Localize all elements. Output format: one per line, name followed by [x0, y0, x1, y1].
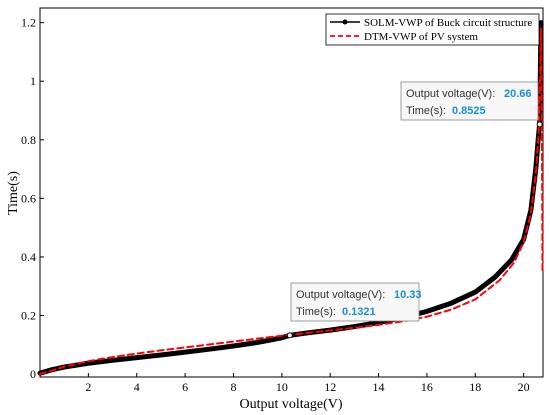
series-line-dtm [39, 27, 544, 376]
legend-box [325, 13, 540, 46]
datatip-marker [286, 332, 293, 339]
y-tick-label: 0.8 [21, 133, 36, 147]
y-axis-ticks: 0 0.2 0.4 0.6 0.8 1 1.2 [21, 16, 44, 381]
datatip-y-label: Time(s): [296, 306, 336, 318]
y-tick-label: 1 [30, 74, 36, 88]
datatip-x-value: 20.66 [504, 88, 532, 100]
series-layer [37, 20, 544, 376]
x-tick-label: 16 [421, 380, 433, 394]
datatip-x-label: Output voltage(V): [296, 289, 385, 301]
datatip: Output voltage(V): 20.66 Time(s): 0.8525 [400, 81, 543, 128]
x-tick-label: 20 [518, 380, 530, 394]
x-tick-label: 8 [230, 380, 236, 394]
x-axis-title: Output voltage(V) [239, 397, 342, 412]
x-tick-label: 4 [134, 380, 140, 394]
legend-label-solm: SOLM-VWP of Buck circuit structure [364, 17, 532, 29]
y-tick-label: 1.2 [21, 16, 36, 30]
datatip-marker [536, 121, 543, 128]
x-tick-label: 18 [469, 380, 481, 394]
y-tick-label: 0.2 [21, 309, 36, 323]
x-tick-label: 10 [276, 380, 288, 394]
legend: SOLM-VWP of Buck circuit structure DTM-V… [325, 13, 540, 46]
y-tick-label: 0.6 [21, 191, 36, 205]
x-tick-label: 12 [324, 380, 336, 394]
x-tick-label: 14 [373, 380, 385, 394]
datatip-y-value: 0.8525 [452, 105, 486, 117]
datatip: Output voltage(V): 10.33 Time(s): 0.1321 [286, 282, 422, 339]
datatip-y-value: 0.1321 [342, 306, 376, 318]
y-tick-label: 0.4 [21, 250, 36, 264]
datatip-x-label: Output voltage(V): [406, 88, 495, 100]
x-axis-ticks: 2 4 6 8 10 12 14 16 18 20 [85, 373, 530, 394]
legend-label-dtm: DTM-VWP of PV system [364, 31, 478, 43]
datatip-box [290, 282, 420, 322]
y-tick-label: 0 [30, 367, 36, 381]
y-axis-title: Time(s) [6, 171, 21, 215]
x-tick-label: 6 [182, 380, 188, 394]
datatip-y-label: Time(s): [406, 105, 446, 117]
plot-area [39, 7, 544, 378]
datatip-x-value: 10.33 [394, 289, 422, 301]
datatip-box [400, 81, 539, 121]
x-tick-label: 2 [85, 380, 91, 394]
legend-marker-solm [342, 19, 348, 25]
